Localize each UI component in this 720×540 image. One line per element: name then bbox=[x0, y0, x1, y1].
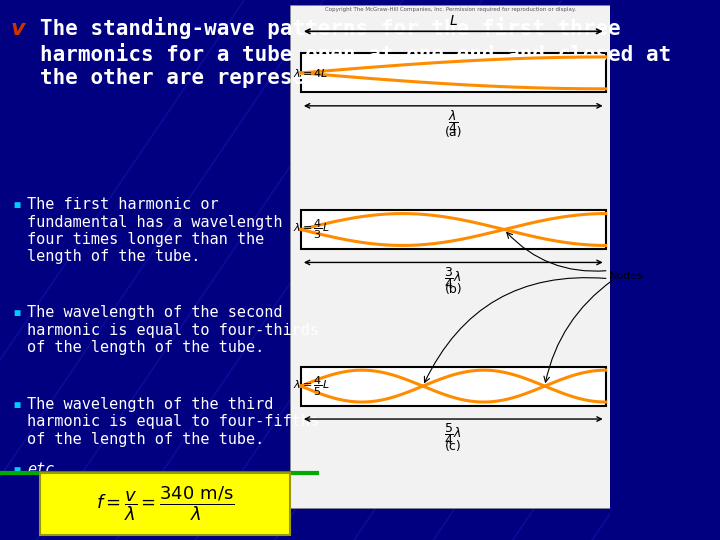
Text: $\dfrac{\lambda}{4}$: $\dfrac{\lambda}{4}$ bbox=[448, 108, 459, 135]
Text: (b): (b) bbox=[444, 283, 462, 296]
Text: etc.: etc. bbox=[27, 462, 64, 477]
Text: $\dfrac{5}{4}\lambda$: $\dfrac{5}{4}\lambda$ bbox=[444, 421, 462, 447]
Text: (a): (a) bbox=[444, 126, 462, 139]
Text: $\lambda = 4L$: $\lambda = 4L$ bbox=[293, 67, 328, 79]
Text: $\dfrac{3}{4}\lambda$: $\dfrac{3}{4}\lambda$ bbox=[444, 265, 462, 291]
Text: (c): (c) bbox=[445, 440, 462, 453]
Text: The standing-wave patterns for the first three
harmonics for a tube open at one : The standing-wave patterns for the first… bbox=[40, 17, 671, 88]
Text: The first harmonic or
fundamental has a wavelength
four times longer than the
le: The first harmonic or fundamental has a … bbox=[27, 197, 283, 264]
Text: ▪: ▪ bbox=[12, 305, 22, 320]
FancyBboxPatch shape bbox=[40, 472, 290, 535]
Text: Copyright The McGraw-Hill Companies, Inc. Permission required for reproduction o: Copyright The McGraw-Hill Companies, Inc… bbox=[325, 7, 576, 12]
Text: The wavelength of the second
harmonic is equal to four-thirds
of the length of t: The wavelength of the second harmonic is… bbox=[27, 305, 320, 355]
Text: Nodes: Nodes bbox=[608, 271, 644, 281]
Bar bbox=[301, 367, 606, 406]
Text: $f = \dfrac{v}{\lambda} = \dfrac{340\ \mathrm{m/s}}{\lambda}$: $f = \dfrac{v}{\lambda} = \dfrac{340\ \m… bbox=[96, 484, 234, 523]
Text: The wavelength of the third
harmonic is equal to four-fifths
of the length of th: The wavelength of the third harmonic is … bbox=[27, 397, 320, 447]
Text: $L$: $L$ bbox=[449, 14, 458, 28]
Text: ▪: ▪ bbox=[12, 462, 22, 477]
Text: ▪: ▪ bbox=[12, 397, 22, 412]
Text: $\lambda = \dfrac{4}{3}L$: $\lambda = \dfrac{4}{3}L$ bbox=[293, 218, 330, 241]
Bar bbox=[301, 53, 606, 92]
FancyBboxPatch shape bbox=[290, 5, 611, 508]
Text: ▪: ▪ bbox=[12, 197, 22, 212]
Bar bbox=[301, 210, 606, 249]
Text: v: v bbox=[11, 19, 25, 39]
Text: $\lambda = \dfrac{4}{5}L$: $\lambda = \dfrac{4}{5}L$ bbox=[293, 374, 330, 398]
